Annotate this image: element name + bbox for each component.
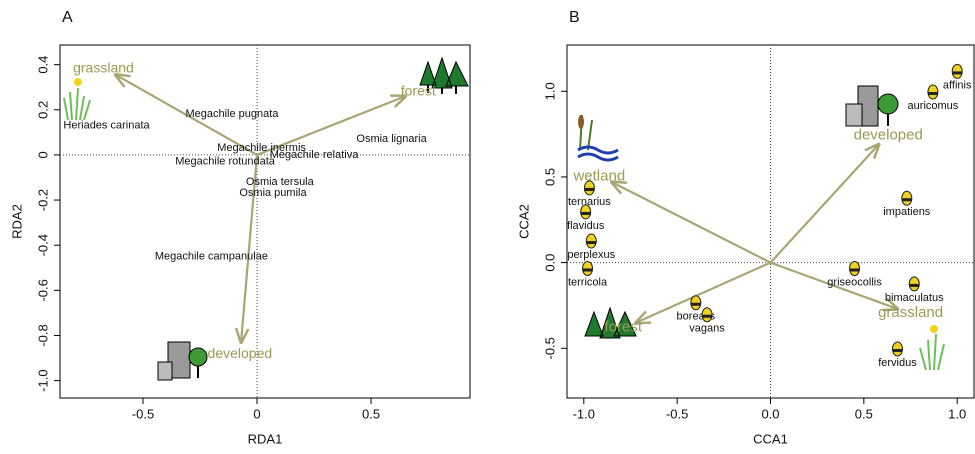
species-label: Megachile inermis xyxy=(217,142,306,154)
bee-icon xyxy=(585,233,597,249)
y-tick-label: 0.0 xyxy=(542,254,557,272)
bee-icon xyxy=(951,63,963,79)
bee-icon xyxy=(582,260,594,276)
vector-label: developed xyxy=(208,345,273,361)
y-axis-label: CCA2 xyxy=(516,204,531,239)
x-tick-label: -0.5 xyxy=(666,406,688,421)
bee-icon xyxy=(908,276,920,292)
plot-frame xyxy=(59,44,471,399)
vector-label: grassland xyxy=(73,60,134,76)
species-label: auricomus xyxy=(908,100,959,112)
bee-icon xyxy=(891,341,903,357)
species-label: Osmia pumila xyxy=(239,187,307,199)
y-tick-label: -0.8 xyxy=(35,324,50,346)
vector-arrow xyxy=(769,144,879,264)
y-tick-label: -0.6 xyxy=(35,279,50,301)
vector-arrow xyxy=(612,182,771,264)
bee-stripe xyxy=(927,91,938,95)
vector-label: wetland xyxy=(572,168,625,185)
bee-icon xyxy=(583,180,595,196)
bee-icon xyxy=(901,190,913,206)
species-label: impatiens xyxy=(883,206,931,218)
flower-icon xyxy=(919,325,945,371)
bee-icon xyxy=(580,204,592,220)
species-label: Megachile campanulae xyxy=(155,250,268,262)
wetland-icon xyxy=(577,114,619,162)
x-tick-label: 0 xyxy=(253,406,260,421)
x-tick-label: 1.0 xyxy=(948,406,966,421)
bee-stripe xyxy=(702,314,713,318)
vector-arrow xyxy=(636,261,771,323)
x-tick-label: 0.5 xyxy=(362,406,380,421)
y-tick-label: -0.2 xyxy=(35,189,50,211)
tree-icon xyxy=(584,306,637,339)
species-label: Megachile rotundata xyxy=(175,156,276,168)
vector-label: forest xyxy=(401,83,436,99)
bee-stripe xyxy=(586,241,597,245)
species-label: ternarius xyxy=(568,196,611,208)
bee-icon xyxy=(701,307,713,323)
bee-icon xyxy=(927,84,939,100)
tree-icon xyxy=(419,56,469,94)
species-label: vagans xyxy=(689,323,725,335)
bee-stripe xyxy=(892,349,903,353)
y-tick-label: 0.2 xyxy=(35,101,50,119)
x-tick-label: 0.0 xyxy=(761,406,779,421)
species-label: perplexus xyxy=(567,249,615,261)
bee-stripe xyxy=(849,268,860,272)
species-label: griseocollis xyxy=(827,276,882,288)
panel-label: B xyxy=(569,9,580,26)
y-tick-label: -0.4 xyxy=(35,234,50,256)
x-axis-label: CCA1 xyxy=(753,431,788,446)
bee-stripe xyxy=(580,211,591,215)
species-label: Heriades carinata xyxy=(63,119,150,131)
x-tick-label: -1.0 xyxy=(573,406,595,421)
x-tick-label: 0.5 xyxy=(855,406,873,421)
bee-stripe xyxy=(909,283,920,287)
vector-arrow xyxy=(256,96,405,156)
x-tick-label: -0.5 xyxy=(132,406,154,421)
panel-label: A xyxy=(62,9,73,26)
vector-label: grassland xyxy=(878,304,943,321)
vector-arrow xyxy=(241,154,259,342)
species-label: flavidus xyxy=(567,220,605,232)
y-tick-label: 0 xyxy=(35,151,50,158)
species-label: Osmia tersula xyxy=(246,176,315,188)
flower-icon xyxy=(63,78,91,121)
y-tick-label: -0.5 xyxy=(542,337,557,359)
species-label: Osmia lignaria xyxy=(356,133,427,145)
bee-icon xyxy=(849,260,861,276)
species-label: Megachile pugnata xyxy=(185,108,279,120)
vector-label: developed xyxy=(854,127,923,144)
y-axis-label: RDA2 xyxy=(9,204,24,239)
bee-stripe xyxy=(901,198,912,202)
species-label: bimaculatus xyxy=(885,292,944,304)
vector-arrow xyxy=(116,75,258,156)
species-label: Megachile relativa xyxy=(270,149,360,161)
species-label: terricola xyxy=(568,276,608,288)
x-axis-label: RDA1 xyxy=(248,431,283,446)
bee-stripe xyxy=(584,187,595,191)
bee-stripe xyxy=(952,71,963,75)
bee-stripe xyxy=(582,268,593,272)
bee-stripe xyxy=(690,302,701,306)
building-icon xyxy=(157,341,208,381)
bee-icon xyxy=(690,295,702,311)
species-label: fervidus xyxy=(878,357,917,369)
y-tick-label: 0.4 xyxy=(35,56,50,74)
species-label: affinis xyxy=(943,79,972,91)
y-tick-label: 1.0 xyxy=(542,82,557,100)
building-icon xyxy=(845,85,899,127)
vector-label: forest xyxy=(605,318,643,335)
vector-arrow xyxy=(770,261,898,309)
y-tick-label: 0.5 xyxy=(542,168,557,186)
y-tick-label: -1.0 xyxy=(35,369,50,391)
